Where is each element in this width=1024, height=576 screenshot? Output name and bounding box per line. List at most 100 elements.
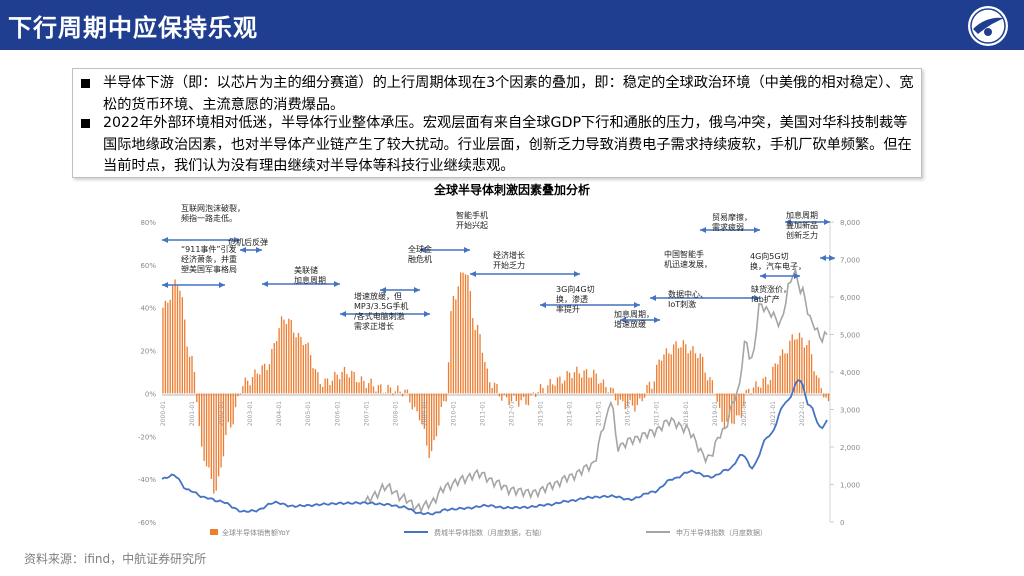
yoy-bar [247, 380, 249, 394]
period-arrow-head [540, 302, 546, 308]
yoy-bar [443, 393, 445, 402]
x-axis-tick-label: 2000-01 [160, 401, 167, 426]
yoy-bar [762, 378, 764, 394]
yoy-bar [755, 381, 757, 394]
yoy-bar [368, 383, 370, 394]
yoy-bar [237, 393, 239, 397]
yoy-bar [363, 380, 365, 394]
yoy-bar [823, 393, 825, 398]
legend-label: 申万半导体指数（月度数据） [676, 528, 767, 537]
yoy-bar [169, 299, 171, 394]
yoy-bar [665, 348, 668, 394]
yoy-bar [220, 393, 222, 468]
yoy-bar [643, 393, 646, 398]
yoy-bar [653, 381, 655, 394]
yoy-bar [702, 357, 704, 394]
annotation-text: 需求正增长 [354, 321, 394, 331]
annotation-text: 加息周期， [614, 309, 654, 319]
yoy-bar [593, 369, 595, 394]
period-arrow-head [634, 302, 640, 308]
yoy-bar [648, 381, 651, 394]
yoy-bar [174, 279, 176, 394]
x-axis-tick-label: 2018-01 [683, 401, 690, 426]
yoy-bar [297, 332, 300, 394]
yoy-bar [433, 393, 435, 441]
yoy-bar [571, 378, 573, 394]
yoy-bar [769, 380, 772, 394]
annotation-text: 缺货涨价， [751, 284, 791, 294]
yoy-bar [777, 364, 779, 394]
yoy-bar [825, 393, 827, 398]
yoy-bar [348, 377, 350, 394]
yoy-bar [382, 392, 384, 394]
annotation-text: 融危机 [408, 254, 432, 264]
x-axis-tick-label: 2022-01 [799, 401, 806, 426]
yoy-bar [595, 373, 597, 394]
yoy-bar [803, 347, 806, 394]
yoy-bar [479, 334, 481, 394]
annotation-text: 美联储 [294, 265, 318, 275]
yoy-bar [455, 299, 457, 394]
yoy-bar [474, 329, 476, 394]
bullet-item: 半导体下游（即：以芯片为主的细分赛道）的上行周期体现在3个因素的叠加，即：稳定的… [81, 73, 917, 116]
bullet-text: 半导体下游（即：以芯片为主的细分赛道）的上行周期体现在3个因素的叠加，即：稳定的… [103, 75, 914, 113]
yoy-bar [201, 393, 203, 447]
yoy-bar [334, 371, 336, 394]
annotation-text: 智能手机 [456, 210, 488, 220]
yoy-bar [798, 332, 801, 394]
yoy-bar [573, 372, 576, 394]
period-arrow-head [620, 317, 626, 323]
yoy-bar [399, 391, 401, 394]
yoy-bar [566, 371, 568, 394]
period-arrow-head [754, 295, 760, 301]
period-arrow-head [414, 287, 420, 293]
yoy-bar [188, 356, 191, 394]
yoy-bar [827, 393, 830, 402]
yoy-bar [564, 380, 566, 394]
period-arrow-head [420, 247, 426, 253]
annotation-text: 频指一路走低。 [181, 213, 237, 223]
yoy-bar [525, 393, 527, 405]
right-axis-tick-label: 1,000 [840, 482, 860, 490]
yoy-bar [384, 392, 387, 394]
yoy-bar [208, 393, 210, 468]
yoy-bar [351, 370, 353, 394]
annotation-text: 加息周期 [786, 210, 818, 220]
yoy-bar [646, 384, 648, 394]
x-axis-tick-label: 2006-01 [334, 401, 341, 426]
yoy-bar [760, 387, 762, 394]
yoy-bar [430, 393, 433, 452]
yoy-bar [355, 381, 358, 394]
bullet-square-icon [81, 79, 90, 88]
yoy-bar [764, 376, 767, 394]
yoy-bar [590, 377, 593, 394]
yoy-bar [554, 385, 556, 394]
yoy-bar [815, 375, 818, 394]
annotation-text: 经济萧条，并重 [181, 254, 237, 264]
annotation-text: 中国智能手 [664, 249, 704, 259]
annotation-text: 互联网泡沫破裂， [181, 203, 245, 213]
x-axis-tick-label: 2017-01 [654, 401, 661, 426]
yoy-bar [234, 393, 237, 408]
annotation-text: “911事件”引发 [181, 244, 237, 254]
yoy-bar [491, 388, 493, 394]
yoy-bar [706, 380, 709, 394]
yoy-bar [239, 393, 242, 395]
right-axis-tick-label: 7,000 [840, 257, 860, 265]
yoy-bar [394, 391, 396, 394]
yoy-bar [346, 374, 348, 394]
x-axis-tick-label: 2015-01 [596, 401, 603, 426]
bullet-item: 2022年外部环境相对低迷，半导体行业整体承压。宏观层面有来自全球GDP下行和通… [81, 113, 917, 178]
yoy-bar [556, 377, 559, 394]
yoy-bar [781, 349, 784, 394]
yoy-bar [614, 393, 617, 401]
yoy-bar [535, 393, 537, 397]
yoy-bar [532, 392, 534, 394]
x-axis-tick-label: 2010-01 [450, 401, 457, 426]
annotation-text: 全球金 [408, 244, 432, 254]
yoy-bar [518, 393, 520, 407]
yoy-bar [818, 377, 820, 394]
yoy-bar [322, 386, 324, 394]
header-bar: 下行周期中应保持乐观 [0, 0, 1024, 50]
yoy-bar [259, 374, 261, 394]
